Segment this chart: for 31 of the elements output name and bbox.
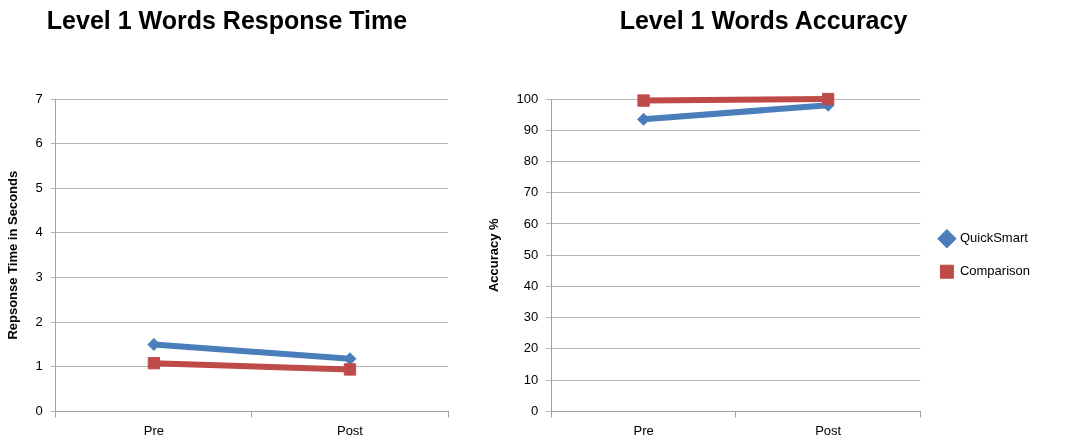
y-tick-label: 50 [523, 246, 539, 262]
legend-label: Comparison [959, 263, 1031, 279]
y-tick-label: 5 [35, 179, 43, 195]
y-tick-label: 100 [516, 90, 539, 106]
y-tick-label: 60 [523, 215, 539, 231]
y-tick-label: 4 [35, 224, 43, 240]
y-tick-label: 30 [523, 309, 539, 325]
y-tick-label: 0 [531, 402, 539, 418]
y-tick-label: 10 [523, 371, 539, 387]
legend-label: QuickSmart [959, 230, 1029, 246]
x-tick-label: Post [336, 422, 364, 438]
y-tick-label: 3 [35, 269, 43, 285]
y-tick-label: 90 [523, 121, 539, 137]
chart-title: Level 1 Words Response Time [46, 5, 408, 34]
x-tick-label: Pre [633, 422, 654, 438]
x-tick-label: Post [815, 422, 842, 438]
y-tick-label: 70 [523, 184, 539, 200]
y-tick-label: 40 [523, 278, 539, 294]
x-tick-label: Pre [143, 422, 164, 438]
y-tick-label: 6 [35, 135, 43, 151]
y-tick-label: 7 [35, 90, 43, 106]
y-axis-title: Repsonse Time in Seconds [5, 170, 21, 340]
y-axis-title: Accuracy % [486, 217, 502, 293]
point [637, 94, 650, 107]
chart-title: Level 1 Words Accuracy [619, 5, 908, 34]
point [821, 92, 835, 106]
y-tick-label: 80 [523, 153, 539, 169]
y-tick-label: 20 [523, 340, 539, 356]
y-tick-label: 1 [35, 358, 43, 374]
y-tick-label: 2 [35, 313, 43, 329]
y-tick-label: 0 [35, 402, 43, 418]
